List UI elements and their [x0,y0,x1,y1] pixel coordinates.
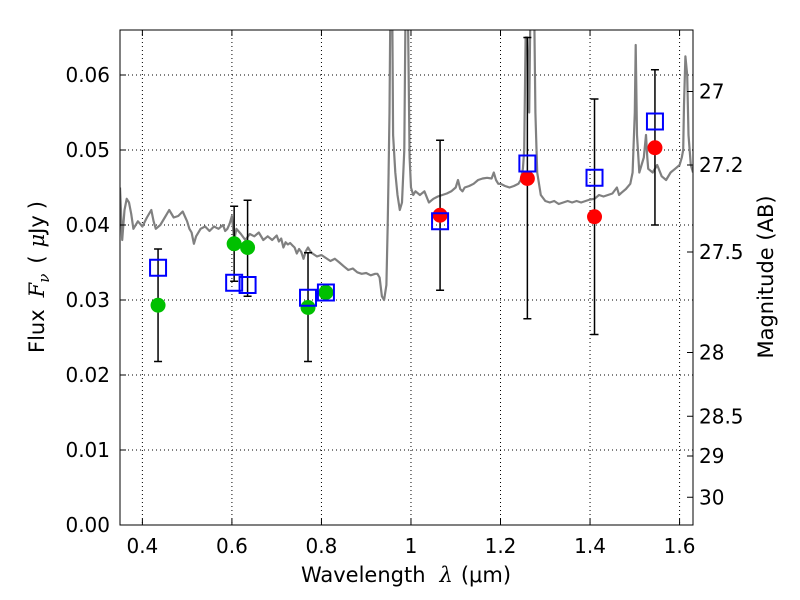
y-tick-label: 0.06 [65,63,110,87]
y-tick-label: 0.04 [65,213,110,237]
x-axis-label-prefix: Wavelength [301,563,426,587]
model-point [225,273,244,292]
y2-tick-label: 27.5 [699,240,744,264]
y-tick-label: 0.01 [65,438,110,462]
data-point [432,207,448,223]
spectrum-line [120,30,693,302]
y2-axis-label: Magnitude (AB) [754,195,778,358]
x-tick-label: 0.4 [126,534,158,558]
y-axis-label-subscript: ν [35,274,53,283]
y-tick-label: 0.02 [65,363,110,387]
y-axis-label-symbol: F [25,281,49,298]
model-point [149,258,168,277]
data-point [240,240,256,255]
y2-tick-label: 27 [699,80,724,104]
plot-background [120,30,693,525]
model-point [238,276,257,294]
y-tick-label: 0.03 [65,288,110,312]
x-tick-label: 1.6 [664,534,696,558]
y2-tick-label: 28 [699,341,724,365]
y-axis-label-paren-open: ( [25,255,49,263]
model-point [316,283,335,302]
y-tick-label: 0.00 [65,513,110,537]
data-point [318,285,334,300]
x-tick-label: 0.8 [306,534,338,558]
y-axis-label-mu: μ [25,234,49,248]
grid-lines [120,30,693,526]
y-axis-label-unit: Jy [25,215,49,236]
data-point [519,171,535,186]
axis-ticks: 0.4 0.6 0.8 1 1.2 1.4 1.6 0.00 0.01 0.02 0.03 0.04 0… [65,30,744,558]
model-point [518,154,537,173]
x-tick-label: 1.2 [485,534,517,558]
data-point [647,140,663,156]
data-point [226,236,242,252]
y-axis-label-prefix: Flux [25,309,49,353]
x-axis-label-symbol: λ [439,563,453,587]
x-tick-label: 0.6 [216,534,248,558]
x-axis-label: Wavelength λ (μm) [301,563,511,587]
model-point [299,288,318,307]
y2-tick-label: 29 [699,444,724,468]
model-point [645,112,664,131]
data-point [150,297,166,313]
y2-tick-label: 28.5 [699,404,744,428]
x-tick-label: 1.4 [574,534,606,558]
x-axis-label-unit: (μm) [461,563,511,587]
data-point [300,300,316,315]
y2-tick-label: 27.2 [699,153,744,177]
y-tick-label: 0.05 [65,138,110,162]
x-tick-label: 1 [405,534,418,558]
y-axis-label: Flux Fν ( μJy) [25,201,53,353]
model-point [585,168,604,187]
data-point [587,209,603,225]
y2-tick-label: 30 [699,485,724,509]
model-point [431,212,450,231]
plot-content [120,30,693,363]
plot-frame [119,29,694,526]
y-axis-label-paren-close: ) [25,201,49,209]
